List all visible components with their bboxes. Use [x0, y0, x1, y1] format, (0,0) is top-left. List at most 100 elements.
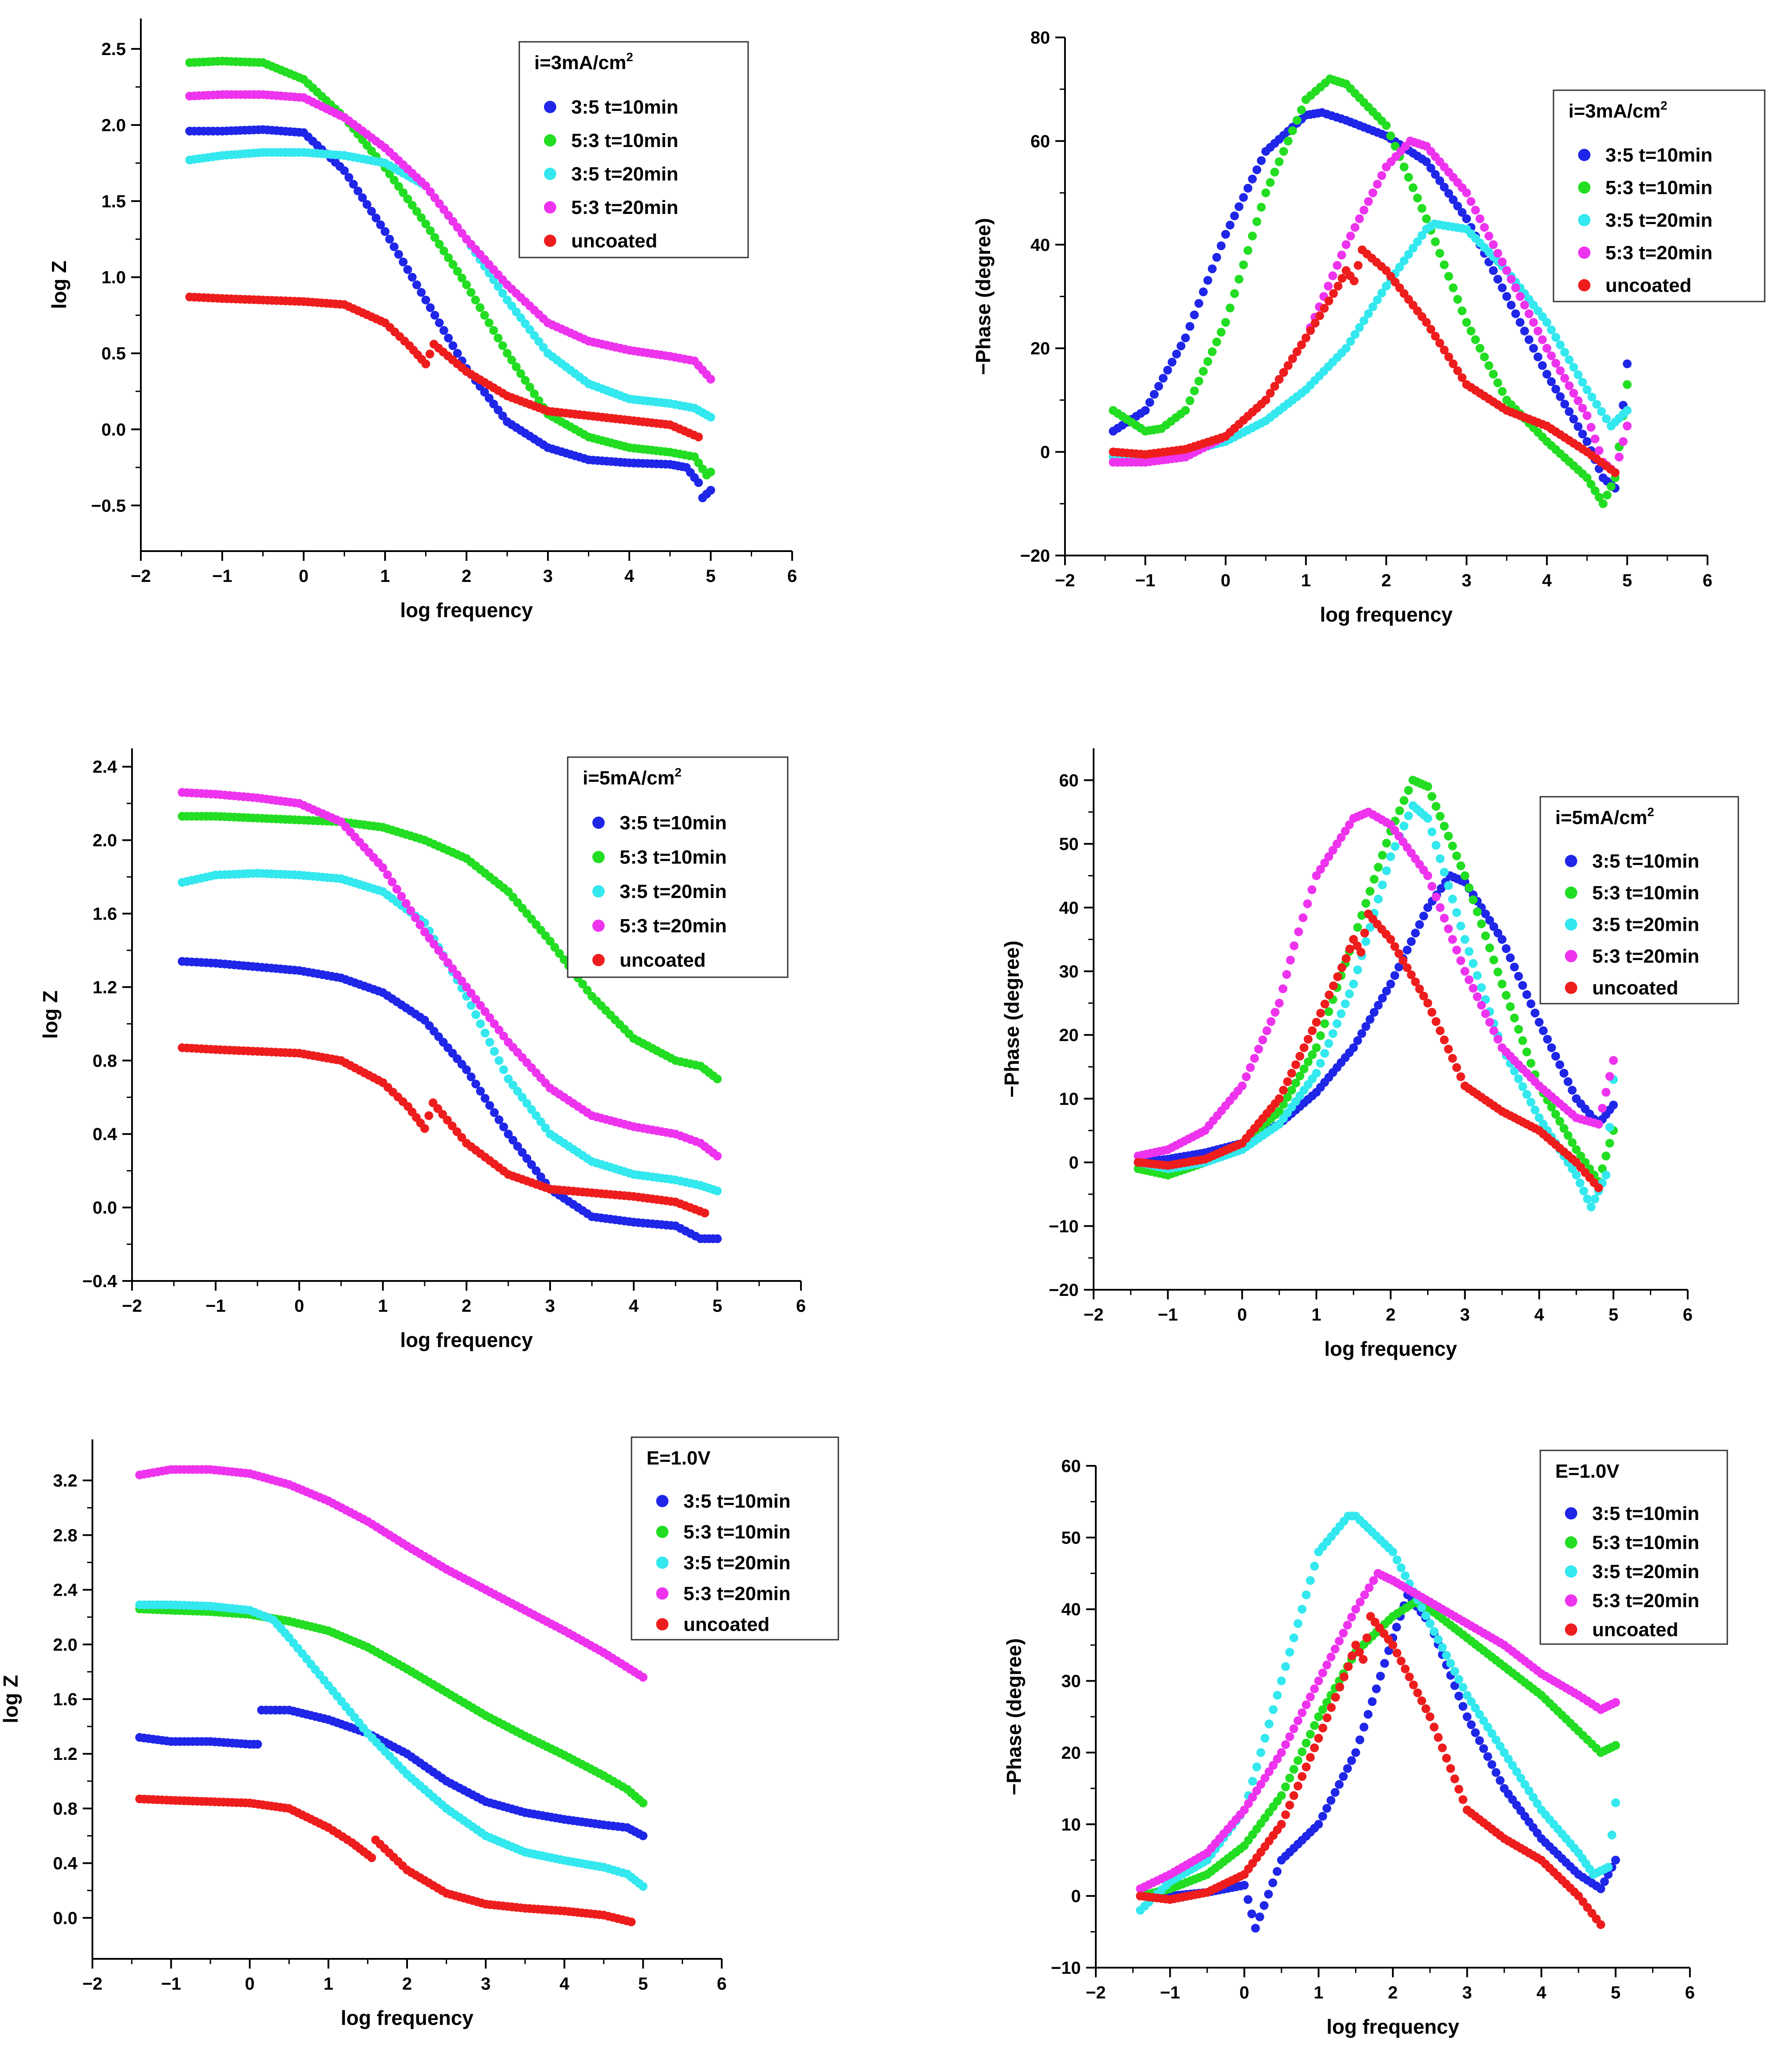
legend-title-text: i=5mA/cm — [583, 767, 675, 789]
data-point — [448, 1121, 457, 1130]
data-point — [1611, 468, 1620, 477]
data-point — [1287, 1069, 1296, 1078]
data-point — [1522, 1090, 1531, 1099]
data-point — [1359, 1655, 1368, 1664]
x-tick-label: 4 — [559, 1974, 569, 1994]
legend-label: 5:3 t=20min — [571, 197, 678, 218]
data-point — [583, 986, 592, 995]
series-5-3-t-20min — [185, 90, 715, 384]
data-point — [1473, 992, 1482, 1001]
data-point — [1322, 1804, 1331, 1813]
data-point — [1531, 1008, 1540, 1018]
data-point — [1316, 1059, 1325, 1068]
data-point — [550, 943, 559, 952]
data-point — [1435, 249, 1444, 258]
x-axis-label: log frequency — [1320, 603, 1453, 626]
data-point — [1333, 972, 1342, 981]
data-point — [1569, 389, 1578, 398]
data-point — [1462, 1712, 1472, 1721]
data-point — [1538, 335, 1547, 344]
data-point — [1264, 1767, 1274, 1776]
data-point — [1439, 868, 1449, 877]
data-point — [1382, 281, 1391, 291]
data-point — [1297, 1772, 1307, 1781]
y-tick-label: 2.0 — [53, 1635, 77, 1655]
y-tick-label: 3.2 — [53, 1471, 77, 1490]
data-point — [1409, 1680, 1418, 1689]
data-point — [1324, 852, 1333, 861]
data-point — [425, 350, 434, 359]
data-point — [1347, 1612, 1356, 1622]
y-tick-label: 80 — [1031, 28, 1050, 48]
data-point — [1396, 1656, 1406, 1666]
data-point — [485, 1013, 494, 1022]
data-point — [1293, 347, 1302, 357]
data-point — [1221, 318, 1230, 327]
data-point — [406, 906, 415, 915]
data-point — [452, 1127, 462, 1136]
legend-label: uncoated — [1592, 1619, 1678, 1641]
x-tick-label: 2 — [1381, 571, 1391, 590]
data-point — [1287, 1086, 1296, 1095]
data-point — [1333, 281, 1343, 291]
data-point — [1605, 1072, 1614, 1081]
data-point — [1484, 361, 1494, 370]
data-point — [1346, 337, 1355, 346]
data-point — [1576, 1152, 1585, 1161]
data-point — [1382, 839, 1391, 848]
data-point — [1337, 250, 1346, 260]
data-point — [1340, 1672, 1349, 1682]
y-tick-label: 2.5 — [101, 40, 126, 59]
data-point — [1266, 389, 1275, 398]
data-point — [1390, 971, 1399, 980]
data-point — [1382, 121, 1391, 130]
data-point — [1306, 326, 1315, 335]
data-point — [1493, 968, 1502, 977]
y-tick-label: 1.6 — [53, 1690, 77, 1709]
data-point — [1446, 1659, 1455, 1668]
data-point — [1337, 274, 1347, 283]
data-point — [1560, 348, 1569, 357]
data-point — [1394, 949, 1403, 958]
data-point — [1401, 1571, 1410, 1580]
legend-marker — [1578, 247, 1590, 259]
data-point — [1518, 981, 1527, 990]
data-point — [1442, 1754, 1451, 1763]
y-tick-label: 0.8 — [92, 1051, 117, 1071]
data-point — [1434, 1733, 1443, 1742]
data-point — [1320, 1019, 1329, 1028]
y-tick-label: 60 — [1059, 771, 1079, 790]
data-point — [1450, 1667, 1459, 1676]
data-point — [1318, 1812, 1327, 1821]
data-point — [1569, 363, 1578, 372]
legend-marker — [1565, 950, 1577, 962]
series-uncoated — [1136, 1612, 1605, 1929]
data-point — [1238, 1081, 1247, 1090]
data-point — [1471, 1728, 1480, 1737]
data-point — [1460, 871, 1469, 880]
legend-label: 5:3 t=20min — [1605, 242, 1712, 264]
data-point — [485, 1101, 494, 1110]
data-point — [1514, 1074, 1523, 1083]
data-point — [1351, 1604, 1360, 1614]
data-point — [1569, 415, 1578, 424]
data-point — [1491, 1735, 1501, 1744]
data-point — [1568, 1164, 1577, 1174]
legend-label: 3:5 t=10min — [1592, 850, 1699, 872]
y-tick-label: 0.5 — [101, 344, 126, 364]
legend-label: 5:3 t=10min — [1592, 1532, 1699, 1553]
data-point — [1285, 1774, 1294, 1783]
data-point — [1302, 1590, 1311, 1600]
data-point — [1432, 802, 1441, 811]
data-point — [1315, 311, 1324, 320]
data-point — [1587, 392, 1597, 401]
x-axis-label: log frequency — [341, 2006, 474, 2029]
y-tick-label: 20 — [1059, 1026, 1079, 1045]
y-tick-label: 0.4 — [53, 1854, 77, 1873]
legend-label: 3:5 t=20min — [571, 163, 678, 185]
data-point — [1378, 994, 1387, 1003]
data-point — [1485, 1018, 1494, 1027]
data-point — [1283, 361, 1293, 370]
